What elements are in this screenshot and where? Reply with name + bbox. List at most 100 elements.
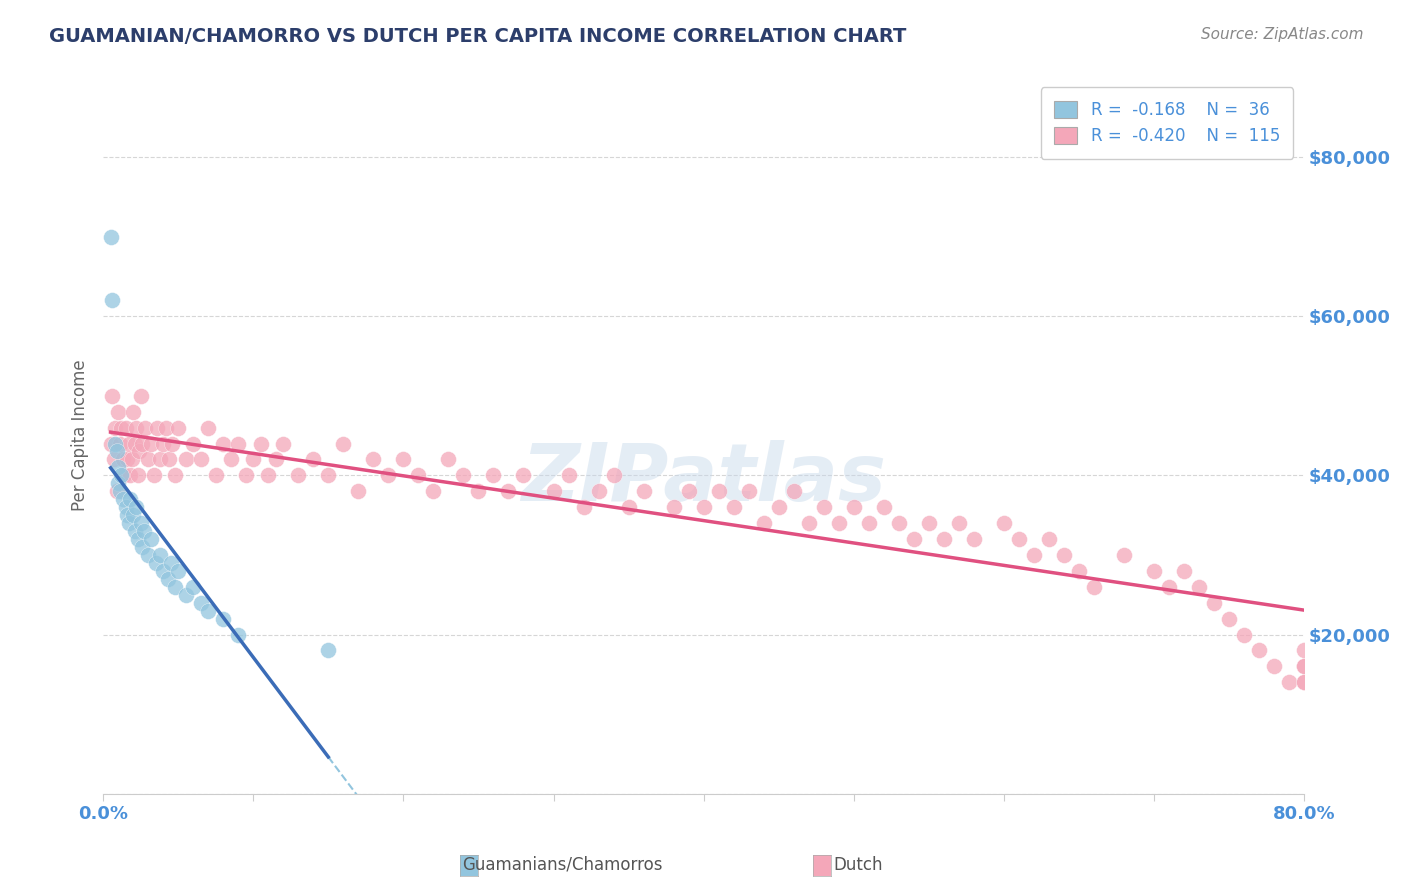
Point [318,468,340,483]
Point [125,420,148,434]
Point [212,611,235,625]
Point [363,452,385,467]
Text: Guamanians/Chamorros: Guamanians/Chamorros [463,855,662,873]
Point [264,452,287,467]
Point [617,500,640,515]
Point [197,604,219,618]
Point [1008,532,1031,546]
Point [318,643,340,657]
Point [918,516,941,530]
Point [110,420,132,434]
Point [1038,532,1060,546]
Point [145,556,167,570]
Point [120,492,142,507]
Point [662,500,685,515]
Point [858,516,880,530]
Point [149,548,172,562]
Point [557,468,579,483]
Point [1022,548,1045,562]
Point [120,468,142,483]
Point [828,516,851,530]
Point [127,468,149,483]
Text: ZIPatlas: ZIPatlas [522,440,886,517]
Point [1294,643,1316,657]
Point [107,405,129,419]
Point [115,508,138,523]
Point [105,484,128,499]
Text: Source: ZipAtlas.com: Source: ZipAtlas.com [1201,27,1364,42]
Point [181,580,204,594]
Point [108,436,131,450]
Point [543,484,565,499]
Point [707,484,730,499]
Point [1143,564,1166,578]
Point [1263,659,1285,673]
Point [111,452,134,467]
Point [197,420,219,434]
Point [156,572,179,586]
Point [136,548,159,562]
Point [948,516,970,530]
Point [932,532,955,546]
Point [100,436,122,450]
Point [190,596,212,610]
Point [219,452,242,467]
Point [588,484,610,499]
Point [813,500,835,515]
Point [332,436,354,450]
Text: GUAMANIAN/CHAMORRO VS DUTCH PER CAPITA INCOME CORRELATION CHART: GUAMANIAN/CHAMORRO VS DUTCH PER CAPITA I… [49,27,907,45]
Point [453,468,475,483]
Point [114,500,136,515]
Point [1294,659,1316,673]
Point [129,516,152,530]
Point [165,580,187,594]
Point [572,500,595,515]
Point [783,484,806,499]
Point [347,484,370,499]
Point [1249,643,1271,657]
Point [602,468,624,483]
Point [181,436,204,450]
Point [512,468,534,483]
Point [271,436,294,450]
Point [136,452,159,467]
Point [1202,596,1225,610]
Point [167,564,190,578]
Point [122,508,145,523]
Point [1067,564,1090,578]
Point [165,468,187,483]
Point [100,229,122,244]
Legend: R =  -0.168    N =  36, R =  -0.420    N =  115: R = -0.168 N = 36, R = -0.420 N = 115 [1040,87,1294,159]
Point [108,484,131,499]
Point [287,468,309,483]
Point [723,500,745,515]
Point [115,452,138,467]
Point [212,436,235,450]
Point [408,468,430,483]
Point [155,420,177,434]
Point [1112,548,1135,562]
Point [678,484,700,499]
Point [1294,675,1316,690]
Point [107,460,129,475]
Point [131,436,153,450]
Point [141,532,163,546]
Point [101,293,124,308]
Point [174,452,197,467]
Point [467,484,489,499]
Point [146,420,169,434]
Point [190,452,212,467]
Point [101,389,124,403]
Point [1173,564,1195,578]
Point [149,452,172,467]
Point [498,484,520,499]
Point [797,516,820,530]
Point [257,468,280,483]
Point [124,524,146,538]
Point [105,444,128,458]
Point [1083,580,1105,594]
Point [122,405,145,419]
Point [152,564,174,578]
Point [112,468,135,483]
Point [167,420,190,434]
